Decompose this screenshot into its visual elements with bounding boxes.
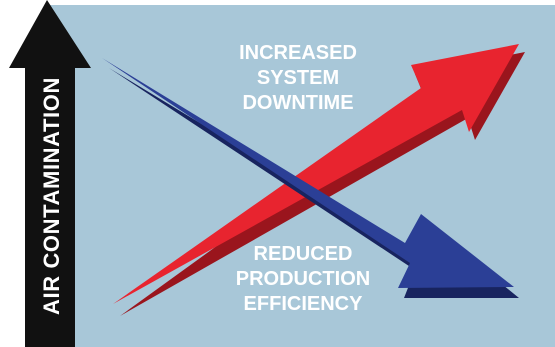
rising-label-line-2: SYSTEM (257, 67, 339, 89)
falling-label-line-1: REDUCED (254, 243, 353, 265)
falling-arrow-label: REDUCED PRODUCTION EFFICIENCY (236, 243, 370, 315)
rising-arrow-label: INCREASED SYSTEM DOWNTIME (239, 42, 357, 114)
y-axis-label: AIR CONTAMINATION (39, 77, 64, 315)
rising-label-line-3: DOWNTIME (242, 92, 353, 114)
falling-label-line-3: EFFICIENCY (244, 293, 364, 315)
rising-label-line-1: INCREASED (239, 42, 357, 64)
rising-arrow (113, 44, 519, 304)
falling-arrow (102, 58, 514, 288)
falling-label-line-2: PRODUCTION (236, 268, 370, 290)
y-axis-arrow (9, 0, 91, 347)
